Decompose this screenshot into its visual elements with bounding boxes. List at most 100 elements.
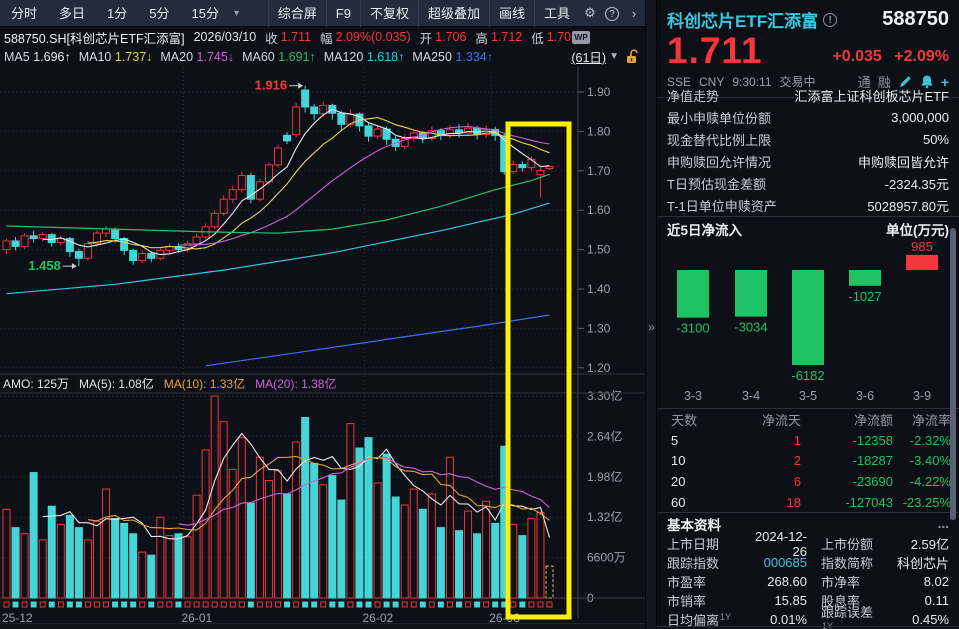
tag-tong: 通 <box>857 75 871 90</box>
period-count-button[interactable]: (61日) <box>571 51 607 65</box>
svg-text:1.40: 1.40 <box>587 282 611 296</box>
svg-text:3-6: 3-6 <box>856 389 874 403</box>
menu-item-F9[interactable]: F9 <box>325 0 360 27</box>
svg-text:1.20: 1.20 <box>587 361 611 375</box>
nav-trend-row[interactable]: 净值走势 汇添富上证科创板芯片ETF <box>657 84 959 106</box>
basic-info-title: 基本资料 <box>667 517 721 533</box>
svg-text:6600万: 6600万 <box>587 551 626 565</box>
flow-table-header: 天数 净流天 净流额 净流率 <box>671 412 951 428</box>
period-dropdown-icon[interactable]: ▾ <box>233 7 239 19</box>
info-row-申购赎回允许情况: 申购赎回允许情况 申购赎回皆允许 <box>667 154 949 170</box>
period-tab-5分[interactable]: 5分 <box>149 5 170 21</box>
ma-legend-item-MA10: MA10 1.737↓ <box>78 49 153 64</box>
svg-text:26-01: 26-01 <box>182 611 213 625</box>
svg-text:1.60: 1.60 <box>587 203 611 217</box>
stock-name: 科创芯片ETF汇添富 <box>667 12 819 31</box>
currency-label: CNY <box>699 74 725 89</box>
etf-info-rows: 最小申赎单位份额 3,000,000 现金替代比例上限 50% 申购赎回允许情况 申购赎回… <box>657 106 959 216</box>
flow-table-row: 20 6 -23690 -4.22% <box>671 474 951 490</box>
high-label: 高 <box>475 31 488 46</box>
quote-time: 9:30:11 <box>732 74 772 89</box>
top-toolbar: 分时 多日 1分 5分 15分 ▾ 综合屏 F9 不复权 超级叠加 画线 工具 ⚙ ? › <box>0 0 645 27</box>
unlock-icon[interactable] <box>626 49 639 64</box>
info-icon[interactable]: ! <box>823 12 838 27</box>
amo-legend-item: AMO: 125万 <box>3 377 70 391</box>
bell-icon[interactable] <box>920 74 934 89</box>
quote-header: 科创芯片ETF汇添富 ! 588750 1.711 +0.035 +2.09% … <box>657 0 959 98</box>
ma-legend-item-MA60: MA60 1.691↑ <box>242 49 316 64</box>
panel-scrollbar[interactable] <box>950 228 956 520</box>
svg-text:-1027: -1027 <box>848 289 881 304</box>
nav-trend-value: 汇添富上证科创板芯片ETF <box>794 88 949 104</box>
svg-text:-3034: -3034 <box>734 320 767 335</box>
net-flow-chart: -3100 3-3 -3034 3-4 -6182 3-5 -1027 3-6 985 3-9 <box>676 240 938 403</box>
open-label: 开 <box>419 31 433 46</box>
svg-text:1.916: 1.916 <box>255 78 288 93</box>
toolbar-menu: 综合屏 F9 不复权 超级叠加 画线 工具 ⚙ ? › <box>267 0 645 27</box>
ma-legend-item-MA5: MA5 1.696↑ <box>4 49 71 64</box>
edit-icon[interactable] <box>898 74 913 89</box>
menu-item-不复权[interactable]: 不复权 <box>359 0 418 27</box>
menu-item-超级叠加[interactable]: 超级叠加 <box>417 0 489 27</box>
add-watchlist-icon[interactable]: + <box>940 73 949 90</box>
info-row-T-1日单位申赎资产: T-1日单位申赎资产 5028957.80元 <box>667 198 949 214</box>
ma-legend: MA5 1.696↑ MA10 1.737↓ MA20 1.745↓ MA60 1.6… <box>4 50 501 64</box>
menu-item-综合屏[interactable]: 综合屏 <box>267 0 326 27</box>
flow-table-row: 5 1 -12358 -2.32% <box>671 432 951 448</box>
low-value: 1.70 <box>546 30 572 44</box>
linked-fund-section-header: 联接基金 <box>657 626 959 629</box>
basic-info-section-header: 基本资料 ... <box>657 512 959 534</box>
exchange-label: SSE <box>667 74 692 89</box>
svg-text:3-5: 3-5 <box>799 389 817 403</box>
panel-splitter[interactable] <box>645 0 657 629</box>
period-tab-多日[interactable]: 多日 <box>59 5 86 21</box>
svg-text:1.90: 1.90 <box>587 85 611 99</box>
period-tab-15分[interactable]: 15分 <box>191 5 219 21</box>
period-tab-分时[interactable]: 分时 <box>11 5 38 21</box>
svg-text:1.30: 1.30 <box>587 321 611 335</box>
gear-icon[interactable]: ⚙ <box>584 5 596 20</box>
info-row-现金替代比例上限: 现金替代比例上限 50% <box>667 131 949 148</box>
svg-text:3-3: 3-3 <box>684 389 702 403</box>
period-tab-1分[interactable]: 1分 <box>107 5 128 21</box>
basic-info-row: 上市日期 2024-12-26 上市份额 2.59亿 <box>667 528 949 559</box>
svg-text:1.98亿: 1.98亿 <box>587 469 622 484</box>
date-label: 2026/03/10 <box>193 30 257 44</box>
amo-legend-item: MA(20): 1.38亿 <box>255 377 337 391</box>
toolbar-menu-items: 综合屏 F9 不复权 超级叠加 画线 工具 <box>267 0 579 27</box>
menu-item-工具[interactable]: 工具 <box>533 0 579 27</box>
ma-legend-bar: MA5 1.696↑ MA10 1.737↓ MA20 1.745↓ MA60 1.6… <box>0 47 645 66</box>
basic-info-rows: 上市日期 2024-12-26 上市份额 2.59亿 跟踪指数 000685 指数简称 科创芯… <box>657 528 959 629</box>
stock-code: 588750 <box>882 8 949 30</box>
chevron-down-icon[interactable]: ▼ <box>609 51 619 62</box>
svg-text:2.64亿: 2.64亿 <box>587 428 622 443</box>
symbol-label: 588750.SH[科创芯片ETF汇添富] <box>4 31 185 46</box>
amo-legend-item: MA(5): 1.08亿 <box>79 377 154 391</box>
svg-text:-3100: -3100 <box>676 321 709 336</box>
high-value: 1.712 <box>490 30 523 44</box>
wp-badge[interactable]: WP <box>572 30 591 44</box>
menu-item-画线[interactable]: 画线 <box>488 0 534 27</box>
help-icon[interactable]: ? <box>601 5 623 21</box>
expand-panel-button[interactable]: » <box>648 320 655 334</box>
collapse-icon[interactable]: › <box>631 5 637 21</box>
volume-indicator-legend: AMO: 125万 MA(5): 1.08亿 MA(10): 1.33亿 MA(20)… <box>3 375 346 392</box>
svg-text:3.30亿: 3.30亿 <box>587 388 622 403</box>
basic-info-row: 日均偏离1Y 0.01% 跟踪误差1Y 0.45% <box>667 604 949 629</box>
svg-text:-6182: -6182 <box>791 368 824 383</box>
more-icon[interactable]: ... <box>937 516 949 531</box>
info-row-最小申赎单位份额: 最小申赎单位份额 3,000,000 <box>667 109 949 126</box>
svg-text:1.32亿: 1.32亿 <box>587 509 622 524</box>
last-price: 1.711 <box>667 30 763 71</box>
price-change: +0.035 +2.09% <box>824 48 949 69</box>
ma-legend-item-MA20: MA20 1.745↓ <box>160 49 235 64</box>
net-flow-section-header: 近5日净流入 单位(万元) <box>657 216 959 240</box>
svg-text:1.80: 1.80 <box>587 124 611 138</box>
svg-text:3-9: 3-9 <box>913 389 931 403</box>
change-value: +0.035 <box>832 48 882 65</box>
svg-text:1.70: 1.70 <box>587 164 611 178</box>
quote-info-bar: 588750.SH[科创芯片ETF汇添富] 2026/03/10 收 1.711… <box>0 27 645 47</box>
kline-chart[interactable]: 1.90 1.80 1.70 1.60 1.50 1.40 1.30 1.20 3.30亿 2.6… <box>0 66 645 629</box>
period-tabs: 分时 多日 1分 5分 15分 <box>0 0 230 27</box>
